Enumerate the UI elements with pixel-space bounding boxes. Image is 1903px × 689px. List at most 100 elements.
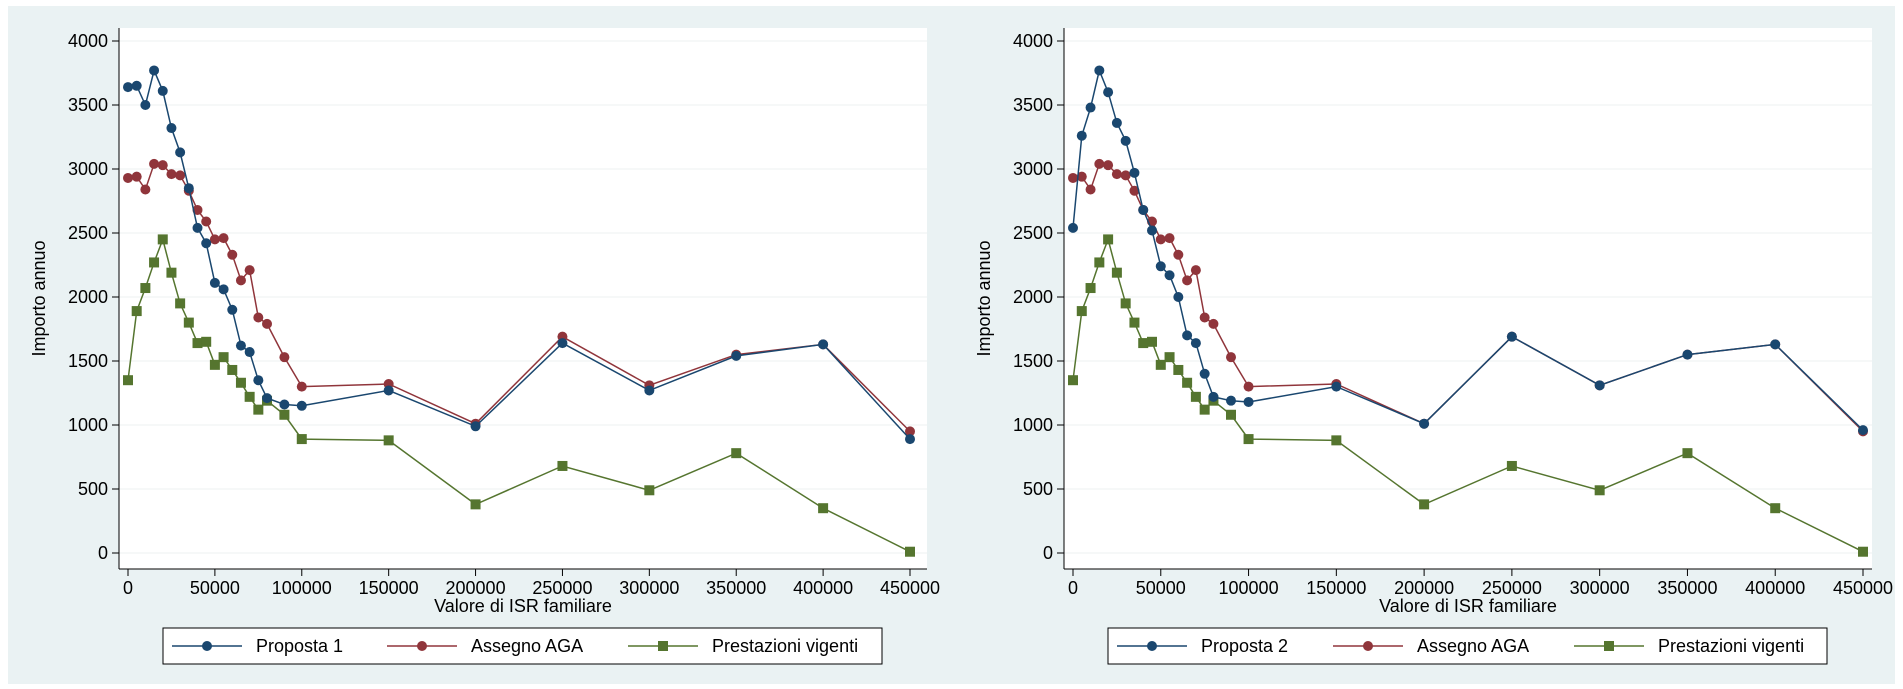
data-point [201, 216, 212, 227]
data-point [140, 283, 151, 294]
data-point [818, 339, 829, 350]
data-point [1182, 377, 1193, 388]
legend-marker [202, 641, 212, 651]
data-point [1243, 396, 1254, 407]
data-point [149, 65, 160, 76]
data-point [175, 170, 186, 181]
x-tick-label: 150000 [359, 578, 419, 598]
x-tick-label: 250000 [532, 578, 592, 598]
data-point [227, 364, 238, 375]
data-point [123, 375, 133, 386]
legend-box [162, 627, 883, 665]
data-point [157, 234, 168, 245]
data-point [1085, 283, 1096, 294]
x-tick-label: 0 [1068, 578, 1078, 598]
data-point [1111, 117, 1122, 128]
x-axis-title: Valore di ISR familiare [1379, 596, 1557, 616]
data-point [131, 306, 142, 317]
data-point [1682, 448, 1693, 459]
y-tick-label: 0 [1043, 543, 1053, 563]
x-tick-label: 350000 [1657, 578, 1717, 598]
data-point [1190, 338, 1201, 349]
legend-label: Prestazioni vigenti [1658, 636, 1804, 656]
legend-label: Proposta 2 [1201, 636, 1288, 656]
data-point [1164, 270, 1175, 281]
data-point [1164, 352, 1175, 363]
legend-marker [1147, 641, 1157, 651]
data-point [235, 377, 246, 388]
data-point [157, 85, 168, 96]
y-tick-label: 3000 [1013, 159, 1053, 179]
legend-item: Assegno AGA [1333, 636, 1529, 656]
ticks: 0 500 1000 1500 2000 2500 3000 3500 4000 0 50000 10… [68, 31, 940, 598]
data-point [1858, 425, 1868, 436]
legend-label: Assegno AGA [471, 636, 583, 656]
data-point [1076, 171, 1087, 182]
data-point [244, 347, 255, 358]
y-tick-label: 500 [1023, 479, 1053, 499]
series-line [1072, 236, 1864, 553]
data-point [131, 80, 142, 91]
data-point [1085, 102, 1096, 113]
data-point [905, 434, 915, 445]
data-point [383, 435, 394, 446]
data-point [1129, 167, 1140, 178]
data-point [262, 318, 273, 329]
data-point [279, 399, 290, 410]
data-point [279, 352, 290, 363]
data-point [253, 312, 264, 323]
data-point [218, 284, 229, 295]
data-point [1208, 318, 1219, 329]
y-tick-label: 2000 [1013, 287, 1053, 307]
x-tick-label: 50000 [1136, 578, 1186, 598]
legend-item: Proposta 2 [1117, 636, 1288, 656]
data-point [1120, 135, 1131, 146]
data-point [470, 499, 481, 510]
data-point [140, 100, 151, 110]
data-point [1243, 434, 1254, 445]
data-point [1164, 233, 1175, 244]
data-point [201, 336, 212, 347]
legend-marker [417, 641, 427, 651]
data-point [149, 158, 160, 169]
y-tick-label: 2500 [68, 223, 108, 243]
y-tick-label: 3500 [68, 95, 108, 115]
data-point [1199, 368, 1210, 379]
data-point [1243, 381, 1254, 392]
data-point [123, 172, 133, 183]
data-point [1120, 170, 1131, 181]
data-point [227, 304, 238, 315]
data-point [201, 238, 212, 249]
data-point [1103, 87, 1114, 98]
data-point [1199, 312, 1210, 323]
data-point [644, 385, 655, 396]
legend-label: Proposta 1 [256, 636, 343, 656]
x-tick-label: 200000 [1394, 578, 1454, 598]
x-tick-label: 400000 [793, 578, 853, 598]
data-point [218, 352, 229, 363]
data-point [1226, 395, 1236, 406]
x-tick-label: 200000 [446, 578, 506, 598]
data-point [1770, 339, 1781, 350]
data-point [123, 82, 133, 93]
x-tick-label: 350000 [706, 578, 766, 598]
data-point [1199, 404, 1210, 415]
series-prestazioni-vigenti [123, 234, 915, 557]
x-tick-label: 400000 [1745, 578, 1805, 598]
data-point [731, 448, 742, 459]
data-point [296, 381, 307, 392]
data-point [1858, 546, 1868, 557]
data-point [1594, 485, 1605, 496]
y-tick-label: 1500 [68, 351, 108, 371]
data-point [1094, 158, 1105, 169]
data-point [1129, 317, 1140, 328]
data-point [253, 404, 264, 415]
data-point [166, 169, 177, 180]
y-tick-label: 500 [78, 479, 108, 499]
data-point [1173, 364, 1184, 375]
data-point [209, 359, 220, 370]
data-point [253, 375, 264, 386]
legend-marker [658, 641, 668, 651]
y-tick-label: 2500 [1013, 223, 1053, 243]
data-point [218, 233, 229, 244]
